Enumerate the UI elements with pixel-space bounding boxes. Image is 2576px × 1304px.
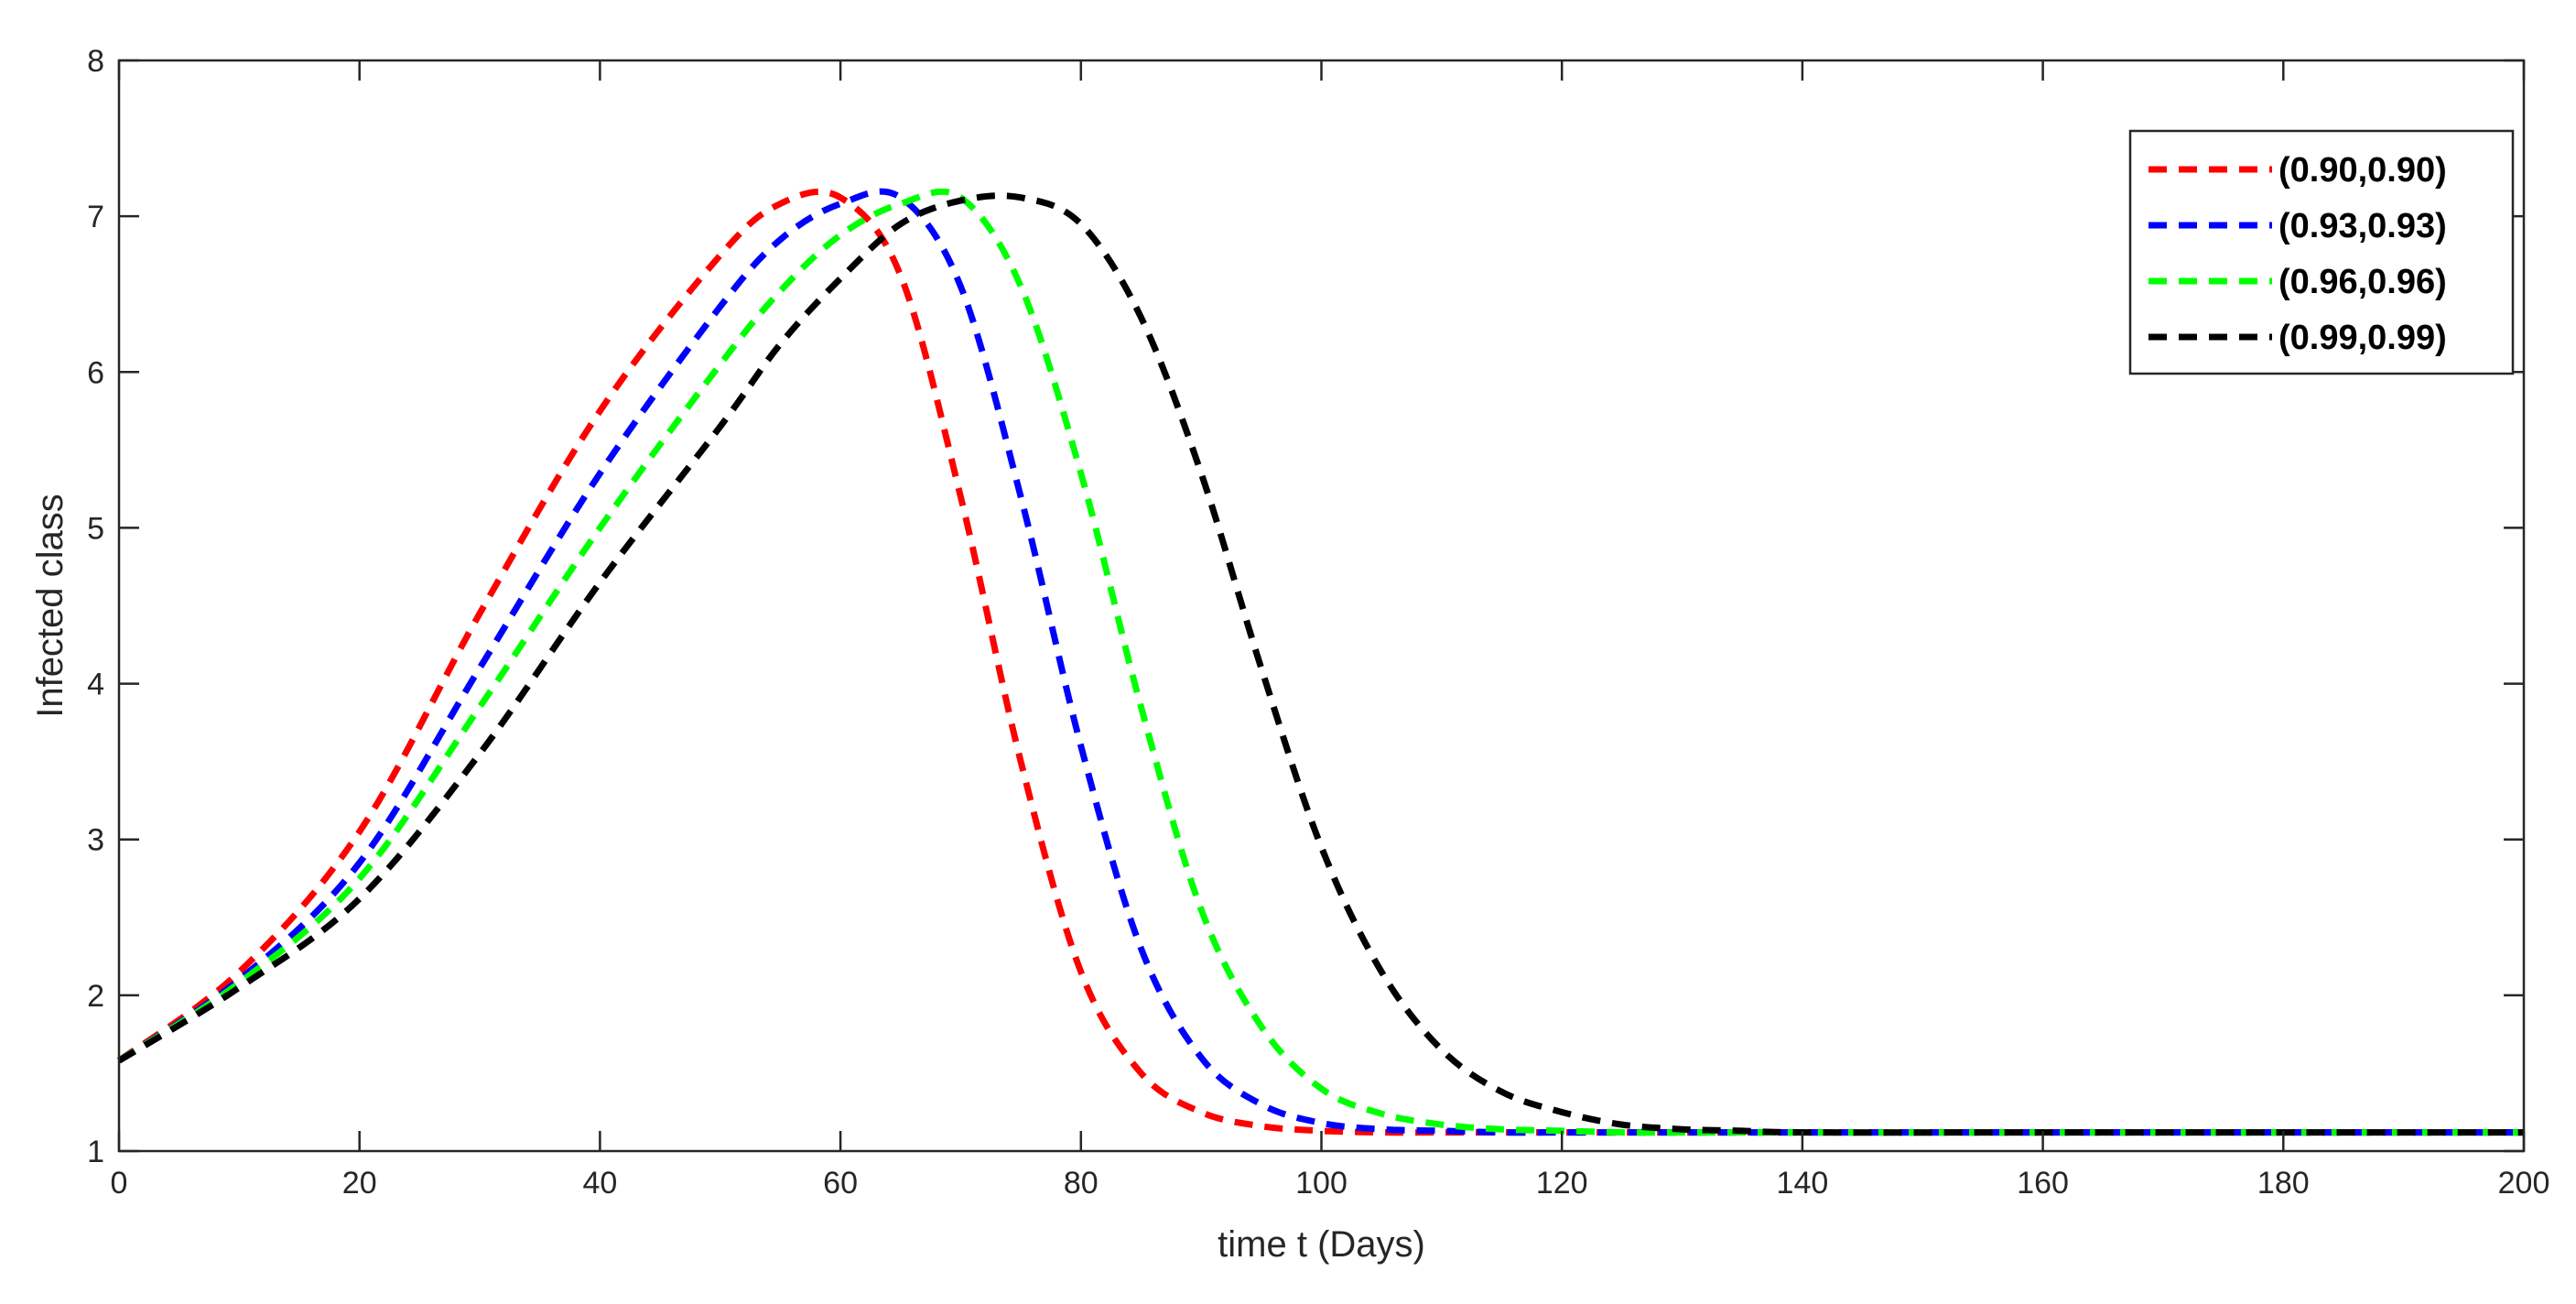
- y-tick-label: 8: [87, 44, 104, 79]
- y-tick-label: 4: [87, 668, 104, 702]
- x-tick-label: 200: [2498, 1166, 2550, 1201]
- y-axis-title: Infected class: [30, 494, 70, 718]
- x-tick-label: 140: [1777, 1166, 1829, 1201]
- y-tick-label: 2: [87, 979, 104, 1014]
- y-tick-label: 7: [87, 200, 104, 234]
- x-tick-label: 80: [1064, 1166, 1099, 1201]
- legend-label-4: (0.99,0.99): [2278, 319, 2447, 357]
- x-tick-label: 40: [582, 1166, 617, 1201]
- x-tick-label: 20: [342, 1166, 377, 1201]
- x-tick-label: 0: [111, 1166, 128, 1201]
- y-tick-label: 1: [87, 1135, 104, 1169]
- series-line-2: [117, 188, 2524, 1136]
- x-tick-label: 100: [1295, 1166, 1348, 1201]
- x-tick-label: 120: [1536, 1166, 1588, 1201]
- legend-label-2: (0.93,0.93): [2278, 207, 2447, 245]
- y-tick-label: 3: [87, 823, 104, 858]
- y-tick-label: 5: [87, 511, 104, 546]
- x-tick-label: 60: [823, 1166, 858, 1201]
- series-line-4: [117, 192, 2524, 1136]
- y-tick-label: 6: [87, 355, 104, 390]
- x-tick-label: 180: [2257, 1166, 2310, 1201]
- legend-label-1: (0.90,0.90): [2278, 151, 2447, 190]
- x-axis-title: time t (Days): [1218, 1224, 1425, 1265]
- x-tick-label: 160: [2017, 1166, 2069, 1201]
- legend-label-3: (0.96,0.96): [2278, 263, 2447, 301]
